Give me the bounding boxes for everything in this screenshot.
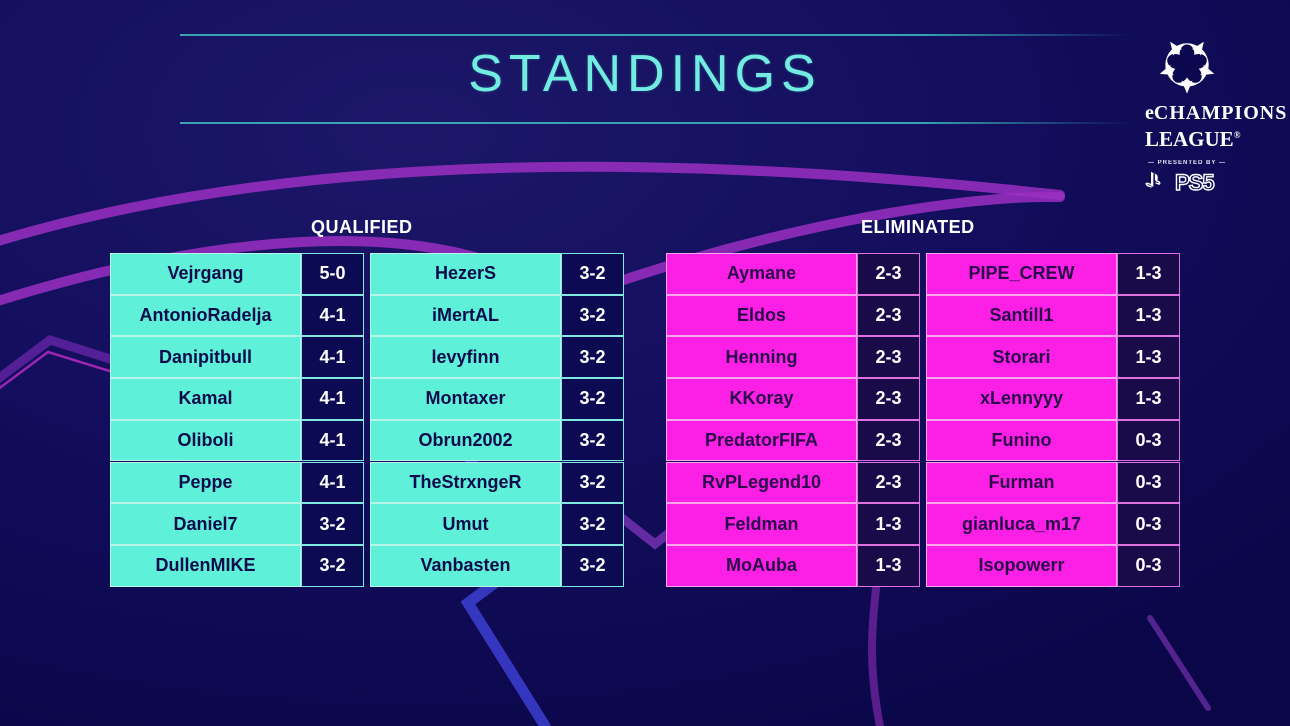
svg-text:PS5: PS5	[1175, 170, 1214, 195]
